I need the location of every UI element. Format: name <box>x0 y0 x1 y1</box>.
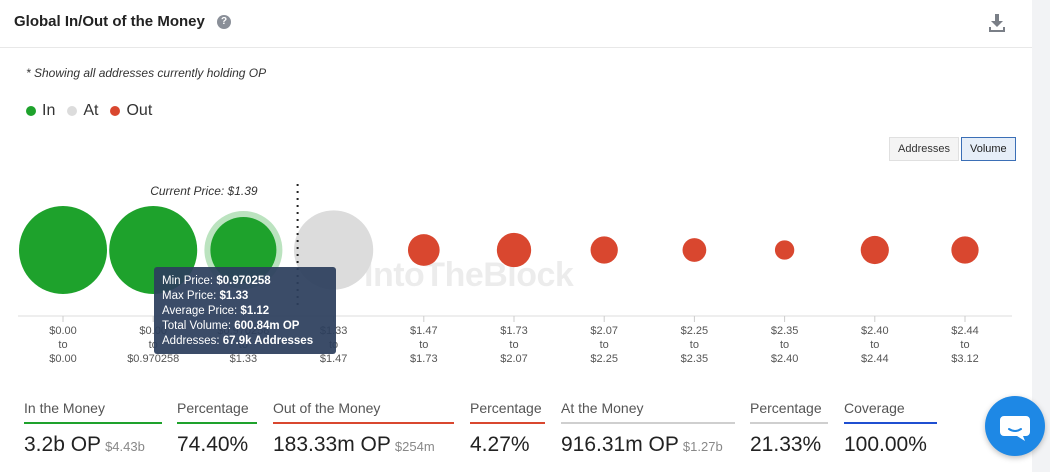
stat-value: 916.31m OP $1.27b <box>561 433 723 456</box>
bubble-out[interactable] <box>774 240 795 260</box>
help-icon[interactable]: ? <box>217 15 231 29</box>
bubble-out[interactable] <box>682 238 707 262</box>
stat-label: Out of the Money <box>273 400 381 416</box>
bubble-out[interactable] <box>496 232 532 268</box>
x-tick-label: $1.33 <box>230 353 258 365</box>
tooltip-average-price: Average Price: $1.12 <box>162 305 270 317</box>
stat-in-the-money: In the Money 3.2b OP $4.43b <box>24 400 162 457</box>
page-scrollbar[interactable] <box>1032 0 1050 472</box>
stat-at-percentage: Percentage 21.33% <box>750 400 828 457</box>
stat-label: At the Money <box>561 400 644 416</box>
x-tick-label: to <box>509 339 518 351</box>
chat-icon <box>1000 416 1030 441</box>
bubble-out[interactable] <box>590 236 618 264</box>
x-tick-label: $2.25 <box>681 325 709 337</box>
stat-label: Percentage <box>750 400 822 416</box>
stat-label: Percentage <box>470 400 542 416</box>
legend-out[interactable]: Out <box>110 102 152 120</box>
card-header: Global In/Out of the Money ? <box>0 0 1032 48</box>
stat-label: In the Money <box>24 400 105 416</box>
tooltip-min-price: Min Price: $0.970258 <box>162 275 271 287</box>
tooltip-addresses: Addresses: 67.9k Addresses <box>162 335 314 347</box>
legend-at-label: At <box>83 102 99 119</box>
legend-in-label: In <box>42 102 56 119</box>
legend-in[interactable]: In <box>26 102 55 120</box>
summary-stats: In the Money 3.2b OP $4.43b Percentage 74… <box>0 400 1032 472</box>
stat-underline <box>844 422 937 424</box>
x-tick-label: $1.47 <box>410 325 438 337</box>
addresses-toggle-button[interactable]: Addresses <box>889 137 959 161</box>
current-price-label: Current Price: $1.39 <box>150 184 258 198</box>
x-tick-label: $0.00 <box>49 325 77 337</box>
x-tick-label: $2.40 <box>861 325 889 337</box>
legend-out-dot <box>110 106 121 116</box>
x-tick-label: $2.44 <box>861 353 889 365</box>
stat-value: 183.33m OP $254m <box>273 433 435 456</box>
x-tick-label: $2.07 <box>500 353 528 365</box>
legend-in-dot <box>26 106 36 116</box>
stat-label: Percentage <box>177 400 249 416</box>
stat-underline <box>273 422 454 424</box>
stat-underline <box>470 422 545 424</box>
stat-coverage: Coverage 100.00% <box>844 400 937 457</box>
x-tick-label: to <box>149 339 158 351</box>
stat-at-the-money: At the Money 916.31m OP $1.27b <box>561 400 735 457</box>
bubble-in[interactable] <box>19 206 107 294</box>
x-tick-label: $2.40 <box>771 353 799 365</box>
x-tick-label: $2.44 <box>951 325 979 337</box>
legend-at[interactable]: At <box>67 102 98 120</box>
stat-underline <box>24 422 162 424</box>
legend-out-label: Out <box>126 102 153 119</box>
chart-legend: In At Out <box>26 102 152 120</box>
x-tick-label: to <box>690 339 699 351</box>
bubble-out[interactable] <box>951 236 979 264</box>
chat-support-button[interactable] <box>985 396 1045 456</box>
volume-toggle-button[interactable]: Volume <box>960 137 1016 161</box>
bubble-tooltip: Min Price: $0.970258 Max Price: $1.33 Av… <box>154 267 336 354</box>
stat-underline <box>561 422 735 424</box>
legend-at-dot <box>67 106 78 116</box>
stat-out-of-the-money: Out of the Money 183.33m OP $254m <box>273 400 454 457</box>
stat-value: 4.27% <box>470 433 530 456</box>
x-tick-label: to <box>870 339 879 351</box>
stat-value: 100.00% <box>844 433 927 456</box>
bubble-in[interactable] <box>210 217 277 283</box>
bubble-out[interactable] <box>407 234 440 266</box>
tooltip-total-volume: Total Volume: 600.84m OP <box>162 320 300 332</box>
x-tick-label: $0.970258 <box>127 353 179 365</box>
stat-value: 21.33% <box>750 433 822 456</box>
x-tick-label: $3.12 <box>951 353 979 365</box>
holding-note: * Showing all addresses currently holdin… <box>26 66 267 80</box>
x-tick-label: $1.73 <box>500 325 528 337</box>
x-tick-label: to <box>419 339 428 351</box>
x-tick-label: $2.25 <box>590 353 618 365</box>
download-icon[interactable] <box>988 13 1006 33</box>
x-tick-label: to <box>780 339 789 351</box>
stat-underline <box>177 422 257 424</box>
view-toggle: Addresses Volume <box>889 137 1016 161</box>
x-tick-label: to <box>600 339 609 351</box>
tooltip-max-price: Max Price: $1.33 <box>162 290 249 302</box>
card-title: Global In/Out of the Money <box>14 13 205 30</box>
stat-out-percentage: Percentage 4.27% <box>470 400 545 457</box>
x-tick-label: $2.35 <box>681 353 709 365</box>
x-tick-label: $2.35 <box>771 325 799 337</box>
stat-value: 3.2b OP $4.43b <box>24 433 145 456</box>
stat-value: 74.40% <box>177 433 249 456</box>
watermark-logo: IntoTheBlock <box>364 256 574 294</box>
x-tick-label: $1.73 <box>410 353 438 365</box>
x-tick-label: $2.07 <box>590 325 618 337</box>
x-tick-label: $1.47 <box>320 353 348 365</box>
x-tick-label: to <box>58 339 67 351</box>
stat-underline <box>750 422 828 424</box>
bubble-out[interactable] <box>860 235 889 265</box>
stat-label: Coverage <box>844 400 905 416</box>
x-tick-label: $0.00 <box>49 353 77 365</box>
stat-in-percentage: Percentage 74.40% <box>177 400 257 457</box>
x-tick-label: to <box>960 339 969 351</box>
